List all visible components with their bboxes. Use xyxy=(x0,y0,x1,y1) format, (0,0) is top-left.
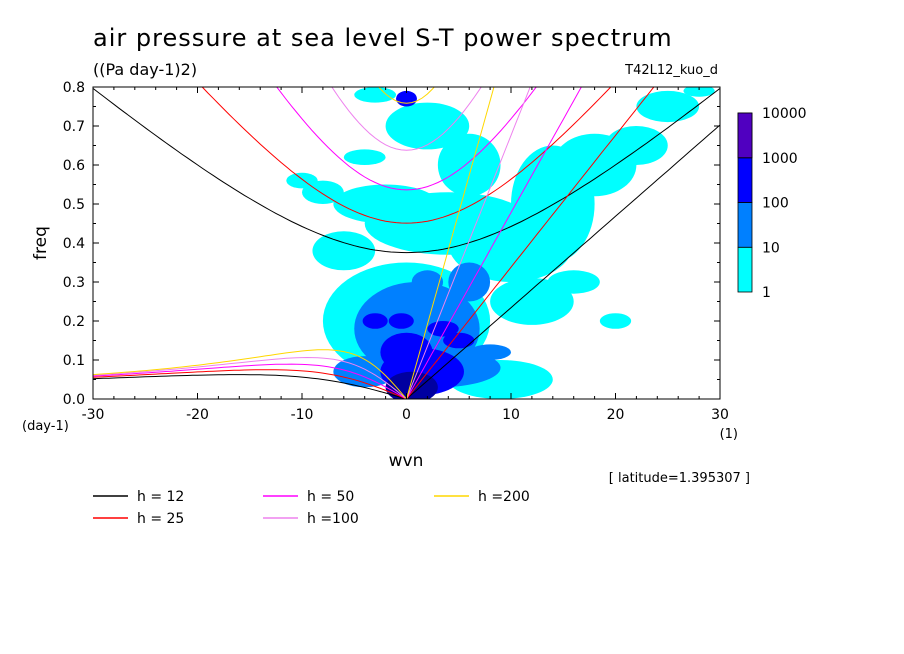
gravity-wave-curve xyxy=(201,87,612,224)
gravity-wave-curve xyxy=(331,87,482,151)
spectrum-blob xyxy=(354,87,397,103)
rossby-wave-curve xyxy=(93,363,407,399)
x-tick-label: 30 xyxy=(711,407,729,423)
rossby-wave-curve xyxy=(93,374,407,399)
kelvin-wave-curve xyxy=(406,87,495,399)
y-tick-label: 0.6 xyxy=(63,158,85,174)
x-tick-label: 0 xyxy=(402,407,411,423)
spectrum-blob xyxy=(599,313,632,329)
y-tick-label: 0.7 xyxy=(63,119,85,135)
spectrum-blob xyxy=(490,278,574,325)
colorbar-label: 10000 xyxy=(762,106,807,122)
chart-title: air pressure at sea level S-T power spec… xyxy=(93,24,673,52)
x-tick-label: -10 xyxy=(291,407,314,423)
kelvin-wave-curve xyxy=(406,87,655,399)
y-tick-label: 0.0 xyxy=(63,392,85,408)
heatmap-layer xyxy=(286,87,715,399)
x-tick-label: 10 xyxy=(502,407,520,423)
spectrum-blob xyxy=(343,149,386,165)
kelvin-wave-curve xyxy=(406,87,582,399)
spectrum-blob xyxy=(427,321,459,337)
dispersion-curves xyxy=(93,87,720,399)
spectrum-blob xyxy=(286,172,318,189)
spectrum-blob xyxy=(443,332,475,349)
spectrum-blob xyxy=(388,313,414,329)
y-tick-label: 0.8 xyxy=(63,80,85,96)
legend-label: h = 25 xyxy=(137,511,184,527)
x-tick-label: -20 xyxy=(186,407,209,423)
x-tick-label: 20 xyxy=(607,407,625,423)
spectrum-blob xyxy=(469,344,511,361)
spectrum-blob xyxy=(396,90,417,107)
y-axis-label: freq xyxy=(31,226,51,260)
spectrum-blob xyxy=(636,90,700,123)
kelvin-wave-curve xyxy=(406,124,720,399)
x-axis-label: wvn xyxy=(389,451,424,471)
spectrum-blob xyxy=(385,371,438,399)
gravity-wave-curve xyxy=(378,87,435,104)
x-tick-label: -30 xyxy=(82,407,105,423)
legend-label: h = 50 xyxy=(307,489,354,505)
spectrum-blob xyxy=(333,356,397,388)
y-axis: 0.0 0.1 0.2 0.3 0.4 0.5 0.6 0.7 0.8 xyxy=(63,80,720,408)
colorbar-swatch xyxy=(737,112,753,159)
y-tick-label: 0.4 xyxy=(63,236,85,252)
x-unit-label: (1) xyxy=(720,427,738,442)
spectrum-blob xyxy=(547,270,600,294)
colorbar-label: 100 xyxy=(762,196,789,212)
colorbar: 1 10 100 1000 10000 xyxy=(737,106,807,301)
rossby-wave-curve xyxy=(93,356,407,399)
run-label: T42L12_kuo_d xyxy=(624,63,718,78)
kelvin-wave-curve xyxy=(406,87,531,399)
y-unit-label: (day-1) xyxy=(22,419,69,434)
spectrum-blob xyxy=(312,231,376,271)
y-tick-label: 0.1 xyxy=(63,353,85,369)
curve-legend: h = 12 h = 25 h = 50 h =100 h =200 xyxy=(93,489,530,527)
spectrum-blob xyxy=(411,270,444,294)
legend-label: h =100 xyxy=(307,511,359,527)
spectrum-blob xyxy=(605,126,668,165)
spectrum-blob xyxy=(333,184,438,224)
colorbar-label: 1 xyxy=(762,285,771,301)
colorbar-swatch xyxy=(737,157,753,203)
spectrum-blob xyxy=(683,87,715,97)
colorbar-label: 10 xyxy=(762,240,780,256)
y-tick-label: 0.5 xyxy=(63,197,85,213)
latitude-note: [ latitude=1.395307 ] xyxy=(609,471,750,486)
spectrum-blob xyxy=(385,102,470,150)
rossby-wave-curve xyxy=(93,349,407,399)
spectrum-blob xyxy=(380,332,433,372)
legend-label: h =200 xyxy=(478,489,530,505)
colorbar-label: 1000 xyxy=(762,151,798,167)
spectrum-blob xyxy=(448,262,491,302)
spectrum-blob xyxy=(437,133,501,197)
y-tick-label: 0.2 xyxy=(63,314,85,330)
rossby-wave-curve xyxy=(93,369,407,399)
gravity-wave-curve xyxy=(276,87,537,191)
colorbar-swatch xyxy=(737,202,753,248)
spectrum-blob xyxy=(362,313,388,329)
chart-subtitle: ((Pa day-1)2) xyxy=(93,60,197,79)
x-axis: -30 -20 -10 0 10 20 30 xyxy=(82,87,729,423)
legend-label: h = 12 xyxy=(137,489,184,505)
colorbar-swatch xyxy=(737,246,753,293)
gravity-wave-curve xyxy=(93,88,720,254)
y-tick-label: 0.3 xyxy=(63,275,85,291)
